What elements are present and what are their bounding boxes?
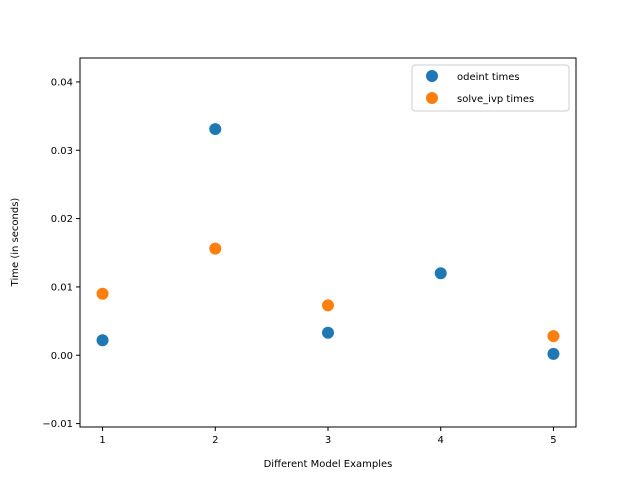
legend-label-odeint: odeint times (457, 72, 520, 83)
data-point-series-0 (96, 334, 109, 347)
data-point-series-0 (434, 267, 447, 280)
data-point-series-1 (96, 287, 109, 300)
legend-marker-solve-ivp (426, 92, 438, 104)
data-point-series-0 (322, 326, 334, 339)
legend-box (411, 64, 570, 112)
x-tick-label: 2 (212, 435, 218, 446)
y-tick-label: 0.00 (51, 351, 73, 362)
y-tick-label: −0.01 (42, 419, 73, 430)
x-tick-label: 3 (325, 435, 331, 446)
ticks-layer: 1 2 3 4 5 −0.01 0.00 0.01 0.02 0.03 0.04 (42, 77, 556, 446)
legend-marker-odeint (426, 70, 438, 82)
y-tick-label: 0.03 (51, 146, 73, 157)
data-point-series-1 (322, 299, 334, 312)
plot-frame (79, 57, 577, 428)
y-tick-label: 0.04 (51, 77, 73, 88)
y-tick-label: 0.02 (51, 214, 73, 225)
data-point-series-0 (547, 347, 560, 360)
legend: odeint times solve_ivp times (411, 64, 570, 112)
x-axis-label: Different Model Examples (264, 459, 393, 470)
x-tick-label: 5 (550, 435, 556, 446)
data-point-series-1 (547, 330, 560, 343)
x-tick-label: 4 (438, 435, 444, 446)
y-axis-label: Time (in seconds) (10, 198, 21, 288)
data-point-series-0 (209, 123, 222, 136)
data-point-series-1 (209, 242, 222, 255)
y-tick-label: 0.01 (51, 282, 73, 293)
legend-label-solve-ivp: solve_ivp times (457, 94, 534, 105)
points-layer (96, 123, 560, 360)
x-tick-label: 1 (99, 435, 105, 446)
